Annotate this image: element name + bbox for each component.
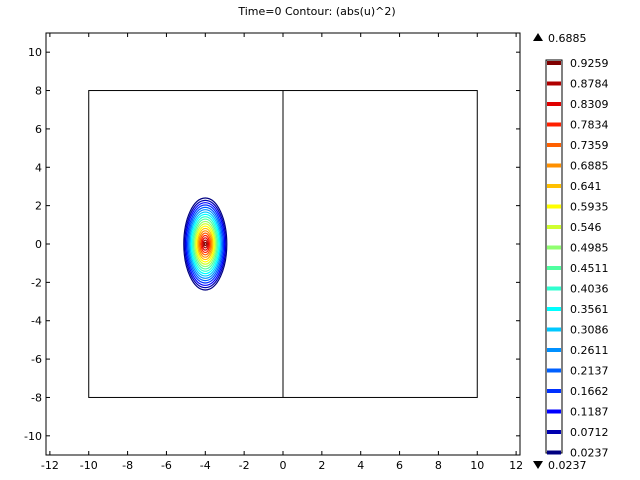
legend-swatch: [547, 307, 561, 311]
legend-swatch: [547, 61, 561, 65]
legend-swatch: [547, 163, 561, 168]
contour-line: [189, 211, 221, 277]
legend-min-label: 0.0237: [548, 459, 587, 472]
legend-level-label: 0.4036: [570, 283, 609, 296]
x-tick-label: 8: [435, 459, 442, 472]
legend-swatch: [547, 122, 561, 127]
legend-swatch: [547, 327, 561, 332]
legend-level-label: 0.1187: [570, 406, 609, 419]
contour-line: [191, 216, 219, 272]
min-marker-icon: [533, 461, 543, 469]
legend-level-label: 0.8784: [570, 78, 609, 91]
chart-title: Time=0 Contour: (abs(u)^2): [237, 5, 395, 18]
legend-swatch: [547, 245, 561, 250]
legend-swatch: [547, 348, 561, 352]
legend-swatch: [547, 389, 561, 393]
contour-line: [195, 223, 216, 265]
legend-box: [545, 59, 563, 454]
contour-line: [201, 237, 210, 251]
contour-line: [184, 199, 227, 289]
legend-level-label: 0.7834: [570, 119, 609, 132]
legend-swatch: [547, 430, 561, 434]
legend-level-label: 0.6885: [570, 160, 609, 173]
legend-level-label: 0.546: [570, 221, 602, 234]
contour-line: [202, 239, 208, 249]
x-tick-label: 4: [357, 459, 364, 472]
x-tick-label: 12: [509, 459, 523, 472]
legend-level-label: 0.1662: [570, 385, 609, 398]
max-marker-icon: [533, 33, 543, 41]
legend-level-label: 0.0712: [570, 426, 609, 439]
y-tick-label: 0: [35, 238, 42, 251]
color-legend: 0.6885 0.0237 0.9259 0.8784 0.8309 0.7834 0.…: [533, 32, 609, 472]
x-tick-label: 0: [280, 459, 287, 472]
y-tick-label: -2: [31, 276, 42, 289]
plot-area: -12 -10 -8 -6 -4 -2 0 2 4 6 8 10 12 -10 -8 -6 -4 -2 0 2 4 6 8 1…: [24, 32, 523, 472]
contour-line: [188, 209, 223, 279]
contour-line: [192, 218, 218, 270]
legend-level-label: 0.4985: [570, 242, 609, 255]
legend-swatch: [547, 81, 561, 86]
y-tick-label: -4: [31, 315, 42, 328]
legend-swatch: [547, 266, 561, 270]
x-tick-label: -10: [80, 459, 98, 472]
legend-level-label: 0.8309: [570, 98, 609, 111]
x-tick-label: -8: [122, 459, 133, 472]
contour-line: [187, 206, 224, 282]
x-tick-label: 2: [318, 459, 325, 472]
y-tick-label: 4: [35, 161, 42, 174]
y-tick-label: -6: [31, 353, 42, 366]
legend-swatch: [547, 368, 561, 373]
x-tick-label: 10: [470, 459, 484, 472]
legend-swatch: [547, 184, 561, 188]
contour-line: [186, 204, 225, 284]
contour-line: [199, 232, 212, 256]
contour-line: [198, 230, 213, 258]
legend-level-label: 0.4511: [570, 262, 609, 275]
legend-swatch: [547, 286, 561, 291]
y-tick-label: 8: [35, 85, 42, 98]
legend-level-label: 0.7359: [570, 139, 609, 152]
legend-level-label: 0.3086: [570, 324, 609, 337]
legend-max-label: 0.6885: [548, 32, 587, 45]
x-tick-label: -2: [239, 459, 250, 472]
contour-line: [185, 202, 226, 286]
legend-level-label: 0.3561: [570, 303, 609, 316]
contour-line: [183, 197, 228, 291]
legend-swatch: [547, 225, 561, 229]
legend-level-label: 0.5935: [570, 201, 609, 214]
legend-level-label: 0.2611: [570, 344, 609, 357]
y-tick-label: -8: [31, 391, 42, 404]
legend-swatch: [547, 102, 561, 106]
contour-line: [193, 220, 217, 268]
contour-line: [200, 234, 211, 254]
legend-swatch: [547, 450, 561, 455]
y-tick-label: 10: [28, 46, 42, 59]
legend-level-label: 0.641: [570, 180, 602, 193]
y-tick-label: 2: [35, 200, 42, 213]
contour-line: [196, 225, 215, 263]
legend-swatch: [547, 409, 561, 414]
legend-level-label: 0.0237: [570, 447, 609, 460]
x-tick-label: -12: [41, 459, 59, 472]
y-tick-label: -10: [24, 430, 42, 443]
contour-line: [190, 213, 220, 275]
y-tick-label: 6: [35, 123, 42, 136]
x-tick-label: 6: [396, 459, 403, 472]
x-tick-label: -4: [200, 459, 211, 472]
contour-line: [203, 241, 207, 247]
legend-swatch: [547, 204, 561, 209]
legend-level-label: 0.9259: [570, 57, 609, 70]
contour-line: [197, 227, 214, 261]
x-tick-label: -6: [161, 459, 172, 472]
legend-level-label: 0.2137: [570, 365, 609, 378]
legend-swatch: [547, 143, 561, 147]
